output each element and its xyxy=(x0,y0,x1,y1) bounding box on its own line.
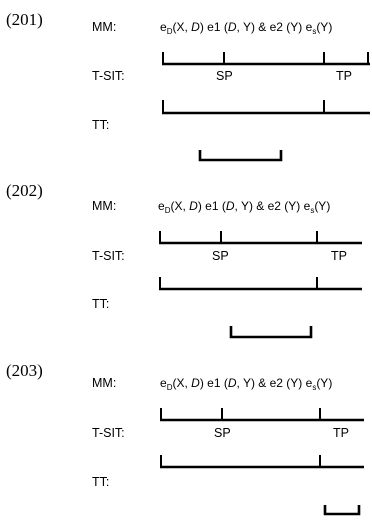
example-number: (203) xyxy=(6,361,43,380)
tp-label: TP xyxy=(333,426,349,440)
tt-interval-bracket xyxy=(323,505,361,516)
mm-label: MM: xyxy=(92,20,116,34)
sp-label: SP xyxy=(212,249,229,263)
tsit-timeline xyxy=(159,277,362,291)
mm-formula: eD(X, D) e1 (D, Y) & e2 (Y) es(Y) xyxy=(158,199,330,215)
tp-label: TP xyxy=(336,69,352,83)
tp-label: TP xyxy=(331,249,347,263)
example-201: (201) MM: eD(X, D) e1 (D, Y) & e2 (Y) es… xyxy=(6,10,370,162)
mm-timeline xyxy=(159,231,362,245)
tt-label: TT: xyxy=(92,297,109,311)
example-number: (202) xyxy=(6,181,43,200)
tsit-label: T-SIT: xyxy=(92,426,125,440)
tsit-timeline xyxy=(160,455,364,469)
tt-label: TT: xyxy=(92,475,109,489)
mm-formula: eD(X, D) e1 (D, Y) & e2 (Y) es(Y) xyxy=(160,20,332,36)
sp-label: SP xyxy=(214,426,231,440)
example-number: (201) xyxy=(6,10,43,29)
mm-label: MM: xyxy=(92,199,116,213)
tt-label: TT: xyxy=(92,118,109,132)
tsit-label: T-SIT: xyxy=(92,249,125,263)
mm-timeline xyxy=(160,408,364,422)
example-202: (202) MM: eD(X, D) e1 (D, Y) & e2 (Y) es… xyxy=(6,181,362,339)
tt-interval-bracket xyxy=(198,150,283,162)
tsit-timeline xyxy=(162,100,370,115)
mm-timeline xyxy=(162,52,370,66)
mm-formula: eD(X, D) e1 (D, Y) & e2 (Y) es(Y) xyxy=(160,376,332,392)
tsit-label: T-SIT: xyxy=(92,69,125,83)
mm-label: MM: xyxy=(92,376,116,390)
sp-label: SP xyxy=(216,69,233,83)
tt-interval-bracket xyxy=(229,326,313,339)
example-203: (203) MM: eD(X, D) e1 (D, Y) & e2 (Y) es… xyxy=(6,361,364,516)
